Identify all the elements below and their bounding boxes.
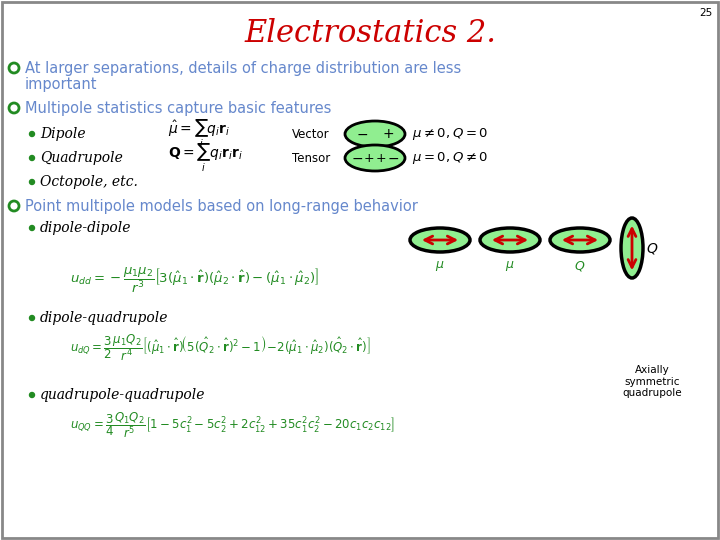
Circle shape xyxy=(30,132,35,137)
Circle shape xyxy=(30,393,35,397)
Text: Octopole, etc.: Octopole, etc. xyxy=(40,175,138,189)
Circle shape xyxy=(30,179,35,185)
Ellipse shape xyxy=(621,218,643,278)
Text: $\mu = 0, Q \neq 0$: $\mu = 0, Q \neq 0$ xyxy=(412,150,488,166)
Text: dipole-quadrupole: dipole-quadrupole xyxy=(40,311,168,325)
Text: Axially
symmetric
quadrupole: Axially symmetric quadrupole xyxy=(622,365,682,398)
Text: Tensor: Tensor xyxy=(292,152,330,165)
Text: $u_{QQ} = \dfrac{3}{4}\dfrac{Q_1 Q_2}{r^5}\left[1 - 5c_1^2 - 5c_2^2 + 2c_{12}^2 : $u_{QQ} = \dfrac{3}{4}\dfrac{Q_1 Q_2}{r^… xyxy=(70,410,395,440)
Text: Electrostatics 2.: Electrostatics 2. xyxy=(244,17,496,49)
Text: dipole-dipole: dipole-dipole xyxy=(40,221,132,235)
Text: Quadrupole: Quadrupole xyxy=(40,151,123,165)
Ellipse shape xyxy=(345,145,405,171)
Text: $u_{dd} = -\dfrac{\mu_1\mu_2}{r^3}\left[3(\hat{\mu}_1\cdot\hat{\mathbf{r}})(\hat: $u_{dd} = -\dfrac{\mu_1\mu_2}{r^3}\left[… xyxy=(70,265,320,295)
Text: $++$: $++$ xyxy=(363,152,387,165)
Text: Multipole statistics capture basic features: Multipole statistics capture basic featu… xyxy=(25,100,331,116)
Text: Q: Q xyxy=(646,241,657,255)
Text: $u_{dQ} = \dfrac{3}{2}\dfrac{\mu_1 Q_2}{r^4}\left[(\hat{\mu}_1\cdot\hat{\mathbf{: $u_{dQ} = \dfrac{3}{2}\dfrac{\mu_1 Q_2}{… xyxy=(70,333,371,363)
Text: Dipole: Dipole xyxy=(40,127,86,141)
Text: quadrupole-quadrupole: quadrupole-quadrupole xyxy=(40,388,205,402)
Text: Point multipole models based on long-range behavior: Point multipole models based on long-ran… xyxy=(25,199,418,213)
Circle shape xyxy=(30,315,35,321)
Text: $-$: $-$ xyxy=(356,127,368,141)
Text: $\mu$: $\mu$ xyxy=(435,259,445,273)
Ellipse shape xyxy=(345,121,405,147)
Text: At larger separations, details of charge distribution are less: At larger separations, details of charge… xyxy=(25,61,462,76)
Text: $+$: $+$ xyxy=(382,127,395,141)
Text: $Q$: $Q$ xyxy=(575,259,585,273)
Ellipse shape xyxy=(550,228,610,252)
Text: $\hat{\mu} = \sum_i q_i\mathbf{r}_i$: $\hat{\mu} = \sum_i q_i\mathbf{r}_i$ xyxy=(168,118,230,150)
Circle shape xyxy=(30,156,35,160)
Ellipse shape xyxy=(480,228,540,252)
Text: 25: 25 xyxy=(698,8,712,18)
Text: $\mathbf{Q} = \sum_i q_i\mathbf{r}_i\mathbf{r}_i$: $\mathbf{Q} = \sum_i q_i\mathbf{r}_i\mat… xyxy=(168,142,243,174)
Text: $\mu \neq 0, Q = 0$: $\mu \neq 0, Q = 0$ xyxy=(412,126,488,142)
Text: Vector: Vector xyxy=(292,127,330,140)
Circle shape xyxy=(30,226,35,231)
Text: $-$: $-$ xyxy=(351,151,363,165)
Ellipse shape xyxy=(410,228,470,252)
Text: $\mu$: $\mu$ xyxy=(505,259,515,273)
Text: $-$: $-$ xyxy=(387,151,399,165)
Text: important: important xyxy=(25,77,97,92)
